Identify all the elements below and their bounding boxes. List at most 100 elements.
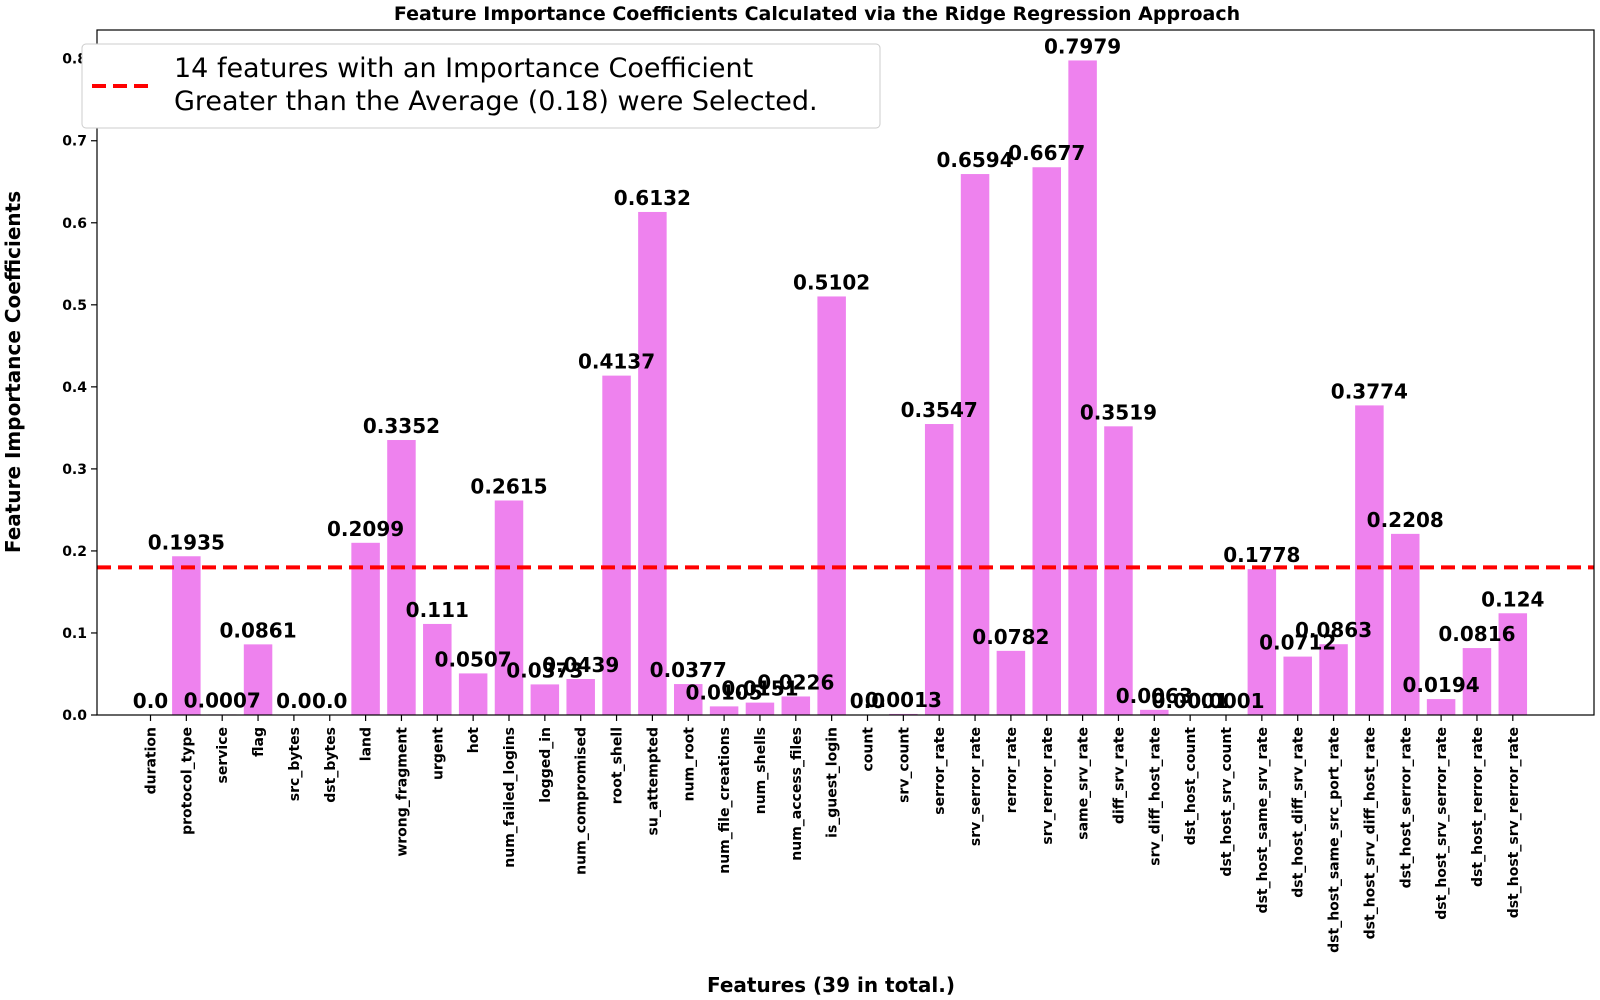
bar bbox=[1355, 405, 1384, 715]
chart-title: Feature Importance Coefficients Calculat… bbox=[394, 3, 1240, 25]
bar bbox=[1283, 656, 1312, 715]
bar bbox=[1391, 533, 1420, 715]
bar bbox=[172, 556, 201, 715]
x-tick-label: num_compromised bbox=[574, 727, 590, 875]
bar bbox=[1032, 167, 1061, 716]
data-label: 0.111 bbox=[406, 598, 469, 622]
data-label: 0.0507 bbox=[435, 647, 512, 671]
y-tick-label: 0.6 bbox=[62, 216, 87, 232]
bar bbox=[458, 673, 488, 715]
bar bbox=[709, 706, 739, 715]
y-tick-label: 0.5 bbox=[62, 298, 87, 314]
y-axis-label: Feature Importance Coefficients bbox=[1, 191, 25, 553]
legend: 14 features with an Importance Coefficie… bbox=[81, 43, 881, 129]
x-tick-label: num_file_creations bbox=[717, 727, 733, 874]
x-tick-label: count bbox=[861, 727, 877, 772]
x-tick-label: logged_in bbox=[538, 727, 554, 803]
bar bbox=[1068, 60, 1097, 716]
bar bbox=[494, 500, 524, 715]
bar bbox=[674, 684, 703, 715]
bar bbox=[423, 623, 452, 715]
data-label: 0.0439 bbox=[542, 653, 619, 677]
bar bbox=[566, 678, 595, 715]
x-tick-label: duration bbox=[144, 727, 160, 794]
legend-box bbox=[81, 43, 881, 129]
y-tick-label: 0.1 bbox=[62, 626, 87, 642]
bar bbox=[387, 440, 416, 715]
y-tick-label: 0.4 bbox=[62, 380, 87, 396]
data-label: 0.0063 bbox=[1116, 684, 1193, 708]
x-axis-label: Features (39 in total.) bbox=[707, 973, 955, 997]
bar bbox=[1462, 648, 1492, 715]
x-tick-label: wrong_fragment bbox=[394, 727, 410, 857]
x-tick-label: srv_diff_host_rate bbox=[1147, 727, 1163, 866]
data-label: 0.0151 bbox=[721, 677, 798, 701]
data-label: 0.1778 bbox=[1223, 543, 1300, 567]
data-label: 0.124 bbox=[1481, 587, 1544, 611]
bar bbox=[1140, 709, 1169, 715]
bar bbox=[243, 644, 273, 715]
x-tick-label: protocol_type bbox=[179, 727, 195, 835]
x-tick-label: su_attempted bbox=[645, 727, 661, 835]
x-tick-label: num_shells bbox=[753, 727, 769, 814]
y-tick-label: 0.0 bbox=[62, 708, 87, 724]
x-tick-label: diff_srv_rate bbox=[1111, 727, 1127, 824]
x-tick-label: land bbox=[359, 727, 375, 761]
bar bbox=[1426, 699, 1456, 715]
bars bbox=[172, 60, 1528, 716]
data-label: 0.0861 bbox=[219, 618, 296, 642]
bar bbox=[781, 696, 811, 715]
x-tick-label: num_access_files bbox=[789, 727, 805, 861]
data-label: 0.0226 bbox=[757, 670, 834, 694]
bar bbox=[530, 684, 560, 715]
data-label: 0.6677 bbox=[1008, 141, 1085, 165]
data-label: 0.0373 bbox=[506, 658, 583, 682]
data-label: 0.3352 bbox=[363, 414, 440, 438]
data-label: 0.2615 bbox=[470, 474, 547, 498]
data-label: 0.0863 bbox=[1295, 618, 1372, 642]
plot-frame bbox=[96, 29, 1595, 716]
data-label: 0.5102 bbox=[793, 270, 870, 294]
bar bbox=[924, 424, 954, 715]
bar bbox=[1498, 613, 1528, 715]
data-label: 0.0 bbox=[276, 689, 311, 713]
data-label: 0.0001 bbox=[1187, 689, 1264, 713]
x-tick-label: srv_count bbox=[896, 727, 912, 803]
bar bbox=[996, 650, 1026, 715]
bar bbox=[1247, 569, 1277, 715]
data-label: 0.0013 bbox=[865, 688, 942, 712]
x-tick-label: same_srv_rate bbox=[1076, 727, 1092, 840]
data-label: 0.0 bbox=[850, 689, 885, 713]
x-tick-label: dst_host_srv_serror_rate bbox=[1434, 727, 1450, 920]
x-tick-label: is_guest_login bbox=[825, 727, 841, 838]
data-label: 0.0782 bbox=[972, 625, 1049, 649]
data-label: 0.0194 bbox=[1403, 673, 1480, 697]
legend-line-1: 14 features with an Importance Coefficie… bbox=[174, 53, 753, 84]
data-label: 0.4137 bbox=[578, 350, 655, 374]
x-tick-label: srv_serror_rate bbox=[968, 727, 984, 846]
x-tick-label: srv_rerror_rate bbox=[1040, 727, 1056, 845]
x-tick-label: dst_host_count bbox=[1183, 727, 1199, 846]
data-label: 0.3547 bbox=[901, 398, 978, 422]
y-tick-label: 0.2 bbox=[62, 544, 87, 560]
x-tick-label: service bbox=[215, 727, 231, 783]
data-label: 0.7979 bbox=[1044, 34, 1121, 58]
x-axis-ticks: duration protocol_type service flag src_byte… bbox=[144, 715, 1522, 953]
data-label: 0.0712 bbox=[1259, 631, 1336, 655]
bar bbox=[745, 702, 775, 715]
x-tick-label: num_failed_logins bbox=[502, 727, 518, 868]
data-label: 0.0001 bbox=[1152, 689, 1229, 713]
y-tick-label: 0.3 bbox=[62, 462, 87, 478]
x-tick-label: urgent bbox=[430, 727, 446, 780]
x-tick-label: serror_rate bbox=[932, 727, 948, 815]
x-tick-label: dst_host_diff_srv_rate bbox=[1291, 727, 1307, 898]
data-label: 0.3519 bbox=[1080, 400, 1157, 424]
data-label: 0.0105 bbox=[686, 680, 763, 704]
x-tick-label: dst_host_srv_diff_host_rate bbox=[1362, 727, 1378, 939]
bar bbox=[602, 375, 631, 715]
bar bbox=[1319, 644, 1348, 715]
bar bbox=[817, 296, 846, 715]
x-tick-label: num_root bbox=[681, 727, 697, 802]
data-label: 0.2208 bbox=[1367, 508, 1444, 532]
legend-line-2: Greater than the Average (0.18) were Sel… bbox=[174, 86, 818, 117]
